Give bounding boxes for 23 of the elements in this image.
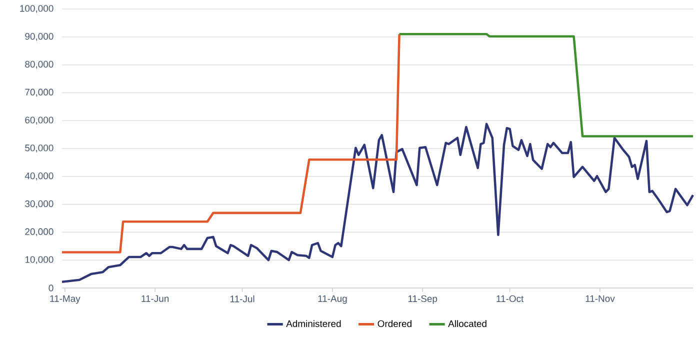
line-series xyxy=(60,32,400,254)
y-tick-label: 100,000 xyxy=(20,5,54,13)
y-tick-label: 10,000 xyxy=(25,256,54,264)
y-tick-label: 40,000 xyxy=(24,172,54,180)
legend-label: Ordered xyxy=(378,320,412,328)
legend-label: Allocated xyxy=(448,320,486,328)
x-tick-label: 11-Sep xyxy=(408,295,438,304)
legend-label: Administered xyxy=(286,320,341,328)
y-tick-label: 20,000 xyxy=(25,228,54,236)
y-tick-label: 90,000 xyxy=(25,32,54,41)
x-tick-label: 11-Jun xyxy=(142,295,169,302)
x-tick-label: 11-Oct xyxy=(496,295,524,302)
y-tick-label: 30,000 xyxy=(25,200,54,208)
x-tick-label: 11-May xyxy=(50,295,80,304)
x-tick-label: 11-Jul xyxy=(230,295,254,302)
line-series xyxy=(60,122,694,284)
x-tick-label: 11-Aug xyxy=(318,295,347,304)
y-tick-label: 60,000 xyxy=(25,116,54,125)
y-tick-label: 70,000 xyxy=(25,88,54,97)
x-tick-label: 11-Nov xyxy=(586,295,615,302)
y-tick-label: 80,000 xyxy=(25,60,54,69)
y-tick-label: 0 xyxy=(48,284,54,292)
y-tick-label: 50,000 xyxy=(25,144,54,152)
